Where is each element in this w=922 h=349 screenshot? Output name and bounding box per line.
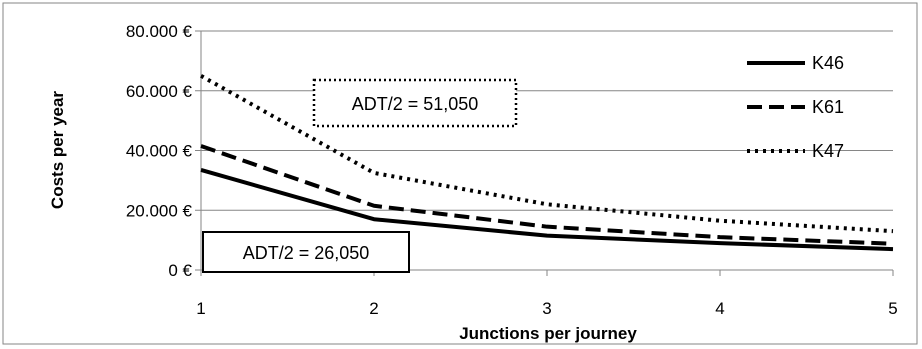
legend-label-k61: K61 xyxy=(812,97,844,117)
legend-label-k46: K46 xyxy=(812,53,844,73)
annotation-high: ADT/2 = 51,050 xyxy=(312,78,518,128)
series-line-k61 xyxy=(200,144,894,246)
annotation-low-text: ADT/2 = 26,050 xyxy=(243,243,370,263)
x-axis-title: Junctions per journey xyxy=(459,324,637,343)
series-line-k46 xyxy=(200,167,894,252)
y-tick-label-2: 40.000 € xyxy=(126,142,193,161)
y-tick-label-0: 0 € xyxy=(168,261,192,280)
y-tick-label-3: 60.000 € xyxy=(126,82,193,101)
x-tick-label-2: 3 xyxy=(542,299,551,318)
x-tick-label-1: 2 xyxy=(369,299,378,318)
y-axis-title: Costs per year xyxy=(48,91,67,209)
axes: 0 € 20.000 € 40.000 € 60.000 € 80.000 € 1 2 3 4 5 xyxy=(126,22,898,318)
x-tick-label-4: 5 xyxy=(888,299,897,318)
legend-label-k47: K47 xyxy=(812,141,844,161)
annotation-high-box xyxy=(312,78,518,128)
x-tick-label-0: 1 xyxy=(196,299,205,318)
annotation-low-box xyxy=(202,231,410,273)
y-tick-label-1: 20.000 € xyxy=(126,201,193,220)
annotation-high-text: ADT/2 = 51,050 xyxy=(352,94,479,114)
y-tick-label-4: 80.000 € xyxy=(126,22,193,41)
series-lines xyxy=(200,74,894,252)
chart-border xyxy=(2,2,918,345)
x-tick-label-3: 4 xyxy=(715,299,724,318)
legend: K46 K61 K47 xyxy=(747,53,844,161)
annotation-low: ADT/2 = 26,050 xyxy=(202,231,410,273)
